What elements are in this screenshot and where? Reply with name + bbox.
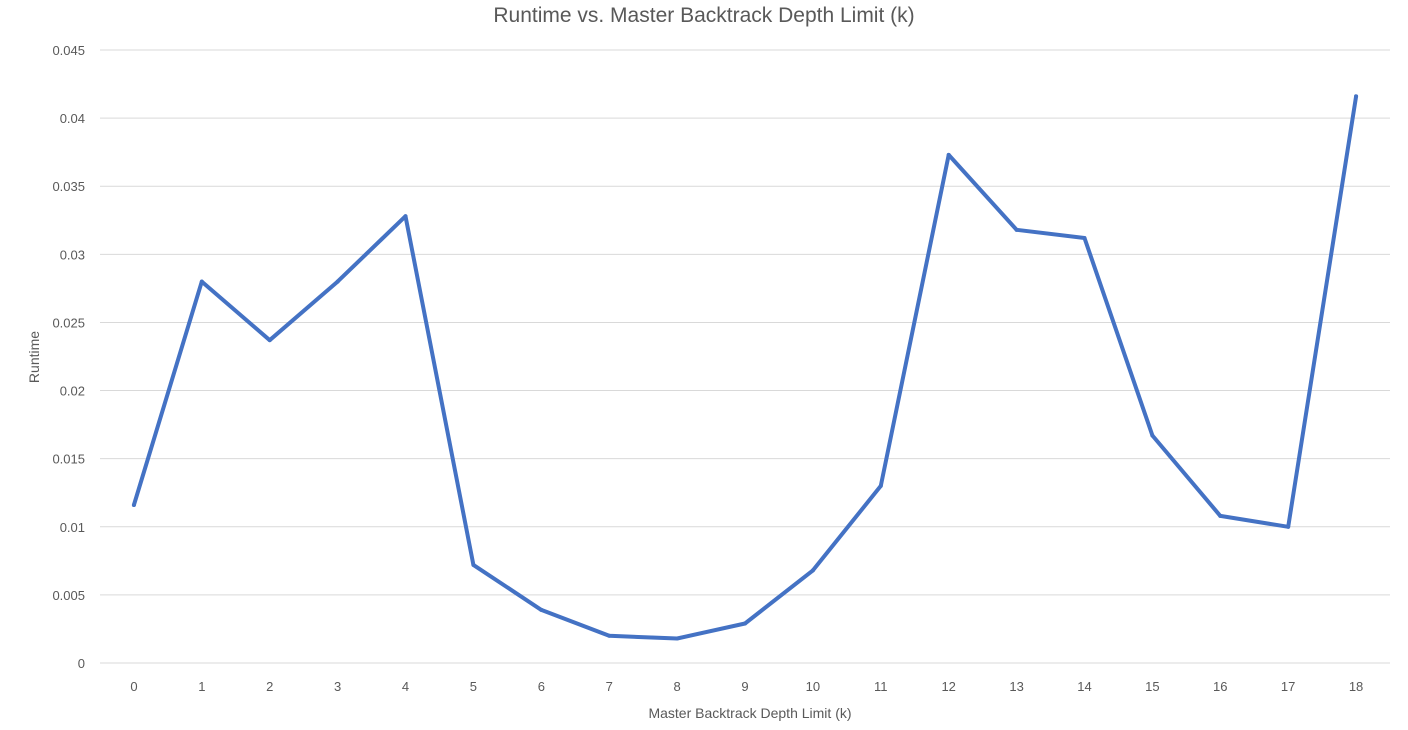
x-tick-label: 7 xyxy=(606,679,613,694)
data-point xyxy=(1150,433,1155,438)
y-tick-label: 0.005 xyxy=(52,588,85,603)
data-point xyxy=(199,279,204,284)
x-tick-label: 14 xyxy=(1077,679,1091,694)
x-tick-label: 6 xyxy=(538,679,545,694)
series-layer xyxy=(131,94,1359,641)
x-tick-label: 9 xyxy=(741,679,748,694)
x-axis-ticks: 0 1 2 3 4 5 6 7 8 9 10 11 12 13 14 15 16 17 18 xyxy=(130,679,1363,694)
data-point xyxy=(539,607,544,612)
y-tick-label: 0.045 xyxy=(52,43,85,58)
data-point xyxy=(946,152,951,157)
data-point xyxy=(471,562,476,567)
data-point xyxy=(403,214,408,219)
data-point xyxy=(131,502,136,507)
data-point xyxy=(675,636,680,641)
chart-title: Runtime vs. Master Backtrack Depth Limit… xyxy=(493,4,915,27)
data-point xyxy=(1286,524,1291,529)
data-point xyxy=(878,483,883,488)
x-tick-label: 16 xyxy=(1213,679,1227,694)
series-line xyxy=(131,94,1359,641)
y-tick-label: 0.035 xyxy=(52,179,85,194)
y-tick-label: 0.015 xyxy=(52,452,85,467)
gridlines xyxy=(100,49,1390,664)
y-tick-label: 0.03 xyxy=(60,247,85,262)
x-tick-label: 0 xyxy=(130,679,137,694)
x-tick-label: 3 xyxy=(334,679,341,694)
y-tick-label: 0 xyxy=(78,656,85,671)
y-tick-label: 0.04 xyxy=(60,111,85,126)
x-tick-label: 10 xyxy=(806,679,820,694)
x-axis-title: Master Backtrack Depth Limit (k) xyxy=(648,705,851,721)
x-tick-label: 4 xyxy=(402,679,409,694)
data-point xyxy=(335,279,340,284)
x-tick-label: 1 xyxy=(198,679,205,694)
data-point xyxy=(1354,94,1359,99)
x-tick-label: 5 xyxy=(470,679,477,694)
x-tick-label: 17 xyxy=(1281,679,1295,694)
y-tick-label: 0.025 xyxy=(52,315,85,330)
y-axis-title: Runtime xyxy=(26,331,42,383)
data-point xyxy=(607,633,612,638)
x-tick-label: 8 xyxy=(673,679,680,694)
data-point xyxy=(267,338,272,343)
data-point xyxy=(1082,235,1087,240)
x-tick-label: 2 xyxy=(266,679,273,694)
x-tick-label: 13 xyxy=(1009,679,1023,694)
x-tick-label: 15 xyxy=(1145,679,1159,694)
data-point xyxy=(1014,227,1019,232)
y-tick-label: 0.01 xyxy=(60,520,85,535)
x-tick-label: 11 xyxy=(874,679,888,694)
data-point xyxy=(743,621,747,626)
x-tick-label: 18 xyxy=(1349,679,1363,694)
data-point xyxy=(810,568,815,573)
y-tick-label: 0.02 xyxy=(60,384,85,399)
y-axis-ticks: 0 0.005 0.01 0.015 0.02 0.025 0.03 0.035 0.04 0.0… xyxy=(52,43,85,671)
x-tick-label: 12 xyxy=(941,679,955,694)
data-point xyxy=(1218,513,1223,518)
